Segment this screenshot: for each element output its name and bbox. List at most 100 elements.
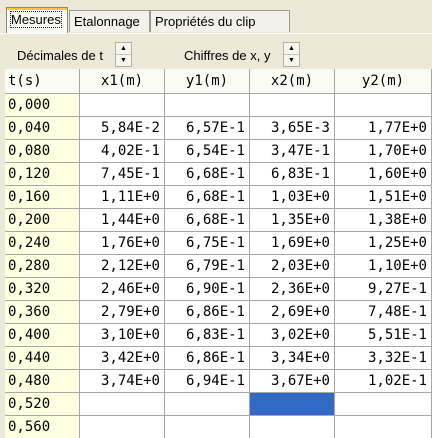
table-cell[interactable] [165,94,250,117]
table-cell[interactable]: 6,90E-1 [165,278,250,301]
table-cell[interactable]: 4,02E-1 [80,140,165,163]
table-cell[interactable]: 7,45E-1 [80,163,165,186]
table-cell[interactable]: 1,11E+0 [80,186,165,209]
table-cell[interactable]: 3,10E+0 [80,324,165,347]
tab-proprietes-du-clip[interactable]: Propriétés du clip [150,10,290,32]
table-cell[interactable]: 6,86E-1 [165,301,250,324]
table-cell[interactable]: 2,79E+0 [80,301,165,324]
table-cell[interactable]: 1,76E+0 [80,232,165,255]
table-cell[interactable]: 2,46E+0 [80,278,165,301]
table-cell[interactable]: 6,83E-1 [250,163,335,186]
table-cell[interactable]: 3,74E+0 [80,370,165,393]
table-cell[interactable]: 6,68E-1 [165,186,250,209]
table-cell[interactable]: 3,65E-3 [250,117,335,140]
table-cell[interactable]: 5,51E-1 [335,324,432,347]
x1-header[interactable]: x1(m) [80,69,165,94]
time-cell[interactable]: 0,080 [5,140,80,163]
time-cell[interactable]: 0,280 [5,255,80,278]
triangle-up-icon: ▲ [288,45,295,52]
table-cell[interactable]: 1,25E+0 [335,232,432,255]
table-cell[interactable]: 3,32E-1 [335,347,432,370]
table-cell[interactable] [250,393,335,416]
digits-up-button[interactable]: ▲ [284,43,299,55]
table-cell[interactable]: 3,42E+0 [80,347,165,370]
time-cell[interactable]: 0,160 [5,186,80,209]
table-cell[interactable]: 6,75E-1 [165,232,250,255]
table-cell[interactable] [335,94,432,117]
table-cell[interactable] [250,416,335,438]
time-cell[interactable]: 0,400 [5,324,80,347]
time-cell[interactable]: 0,560 [5,416,80,438]
table-cell[interactable]: 6,94E-1 [165,370,250,393]
tab-mesures-label: Mesures [10,11,62,28]
table-cell[interactable]: 6,86E-1 [165,347,250,370]
table-cell[interactable]: 6,83E-1 [165,324,250,347]
digits-spinner[interactable]: ▲ ▼ [283,42,300,67]
table-cell[interactable]: 1,70E+0 [335,140,432,163]
table-cell[interactable]: 6,79E-1 [165,255,250,278]
table-cell[interactable]: 9,27E-1 [335,278,432,301]
table-cell[interactable]: 1,03E+0 [250,186,335,209]
triangle-down-icon: ▼ [120,57,127,64]
decimals-spinner[interactable]: ▲ ▼ [115,42,132,67]
table-cell[interactable]: 2,36E+0 [250,278,335,301]
table-cell[interactable]: 3,47E-1 [250,140,335,163]
digits-down-button[interactable]: ▼ [284,55,299,66]
table-cell[interactable]: 1,38E+0 [335,209,432,232]
time-cell[interactable]: 0,200 [5,209,80,232]
measurements-grid[interactable]: t(s) x1(m) y1(m) x2(m) y2(m) 0,000 0,040 5,84E-… [5,69,432,438]
x2-header[interactable]: x2(m) [250,69,335,94]
table-cell[interactable]: 3,67E+0 [250,370,335,393]
table-cell[interactable]: 3,34E+0 [250,347,335,370]
table-cell[interactable] [335,393,432,416]
tab-etalonnage[interactable]: Etalonnage [69,10,150,32]
table-cell[interactable] [80,94,165,117]
decimals-label: Décimales de t [17,48,103,63]
table-cell[interactable] [165,393,250,416]
table-cell[interactable]: 2,12E+0 [80,255,165,278]
table-cell[interactable]: 3,02E+0 [250,324,335,347]
t-header[interactable]: t(s) [5,69,80,94]
time-cell[interactable]: 0,240 [5,232,80,255]
digits-label: Chiffres de x, y [184,48,271,63]
time-cell[interactable]: 0,480 [5,370,80,393]
time-cell[interactable]: 0,360 [5,301,80,324]
tab-mesures[interactable]: Mesures [6,7,68,33]
decimals-up-button[interactable]: ▲ [116,43,131,55]
table-cell[interactable]: 1,77E+0 [335,117,432,140]
decimals-down-button[interactable]: ▼ [116,55,131,66]
tab-etalonnage-label: Etalonnage [74,14,140,29]
table-cell[interactable]: 1,02E-1 [335,370,432,393]
time-cell[interactable]: 0,120 [5,163,80,186]
table-cell[interactable] [250,94,335,117]
table-cell[interactable]: 6,68E-1 [165,209,250,232]
time-cell[interactable]: 0,520 [5,393,80,416]
time-cell[interactable]: 0,440 [5,347,80,370]
table-cell[interactable]: 7,48E-1 [335,301,432,324]
table-cell[interactable]: 1,51E+0 [335,186,432,209]
table-cell[interactable]: 1,60E+0 [335,163,432,186]
table-cell[interactable]: 2,69E+0 [250,301,335,324]
table-cell[interactable]: 1,69E+0 [250,232,335,255]
table-cell[interactable]: 1,44E+0 [80,209,165,232]
table-cell[interactable]: 6,57E-1 [165,117,250,140]
time-cell[interactable]: 0,040 [5,117,80,140]
time-cell[interactable]: 0,320 [5,278,80,301]
table-cell[interactable] [165,416,250,438]
table-cell[interactable]: 6,68E-1 [165,163,250,186]
table-cell[interactable] [80,393,165,416]
table-cell[interactable]: 1,10E+0 [335,255,432,278]
tab-bar: Mesures Etalonnage Propriétés du clip [0,0,432,33]
y1-header[interactable]: y1(m) [165,69,250,94]
table-cell[interactable]: 1,35E+0 [250,209,335,232]
y2-header[interactable]: y2(m) [335,69,432,94]
table-cell[interactable]: 2,03E+0 [250,255,335,278]
table-cell[interactable] [335,416,432,438]
table-cell[interactable]: 5,84E-2 [80,117,165,140]
tab-proprietes-label: Propriétés du clip [155,14,256,29]
table-cell[interactable]: 6,54E-1 [165,140,250,163]
triangle-down-icon: ▼ [288,57,295,64]
table-cell[interactable] [80,416,165,438]
toolbar: Décimales de t ▲ ▼ Chiffres de x, y ▲ ▼ [0,33,432,70]
time-cell[interactable]: 0,000 [5,94,80,117]
